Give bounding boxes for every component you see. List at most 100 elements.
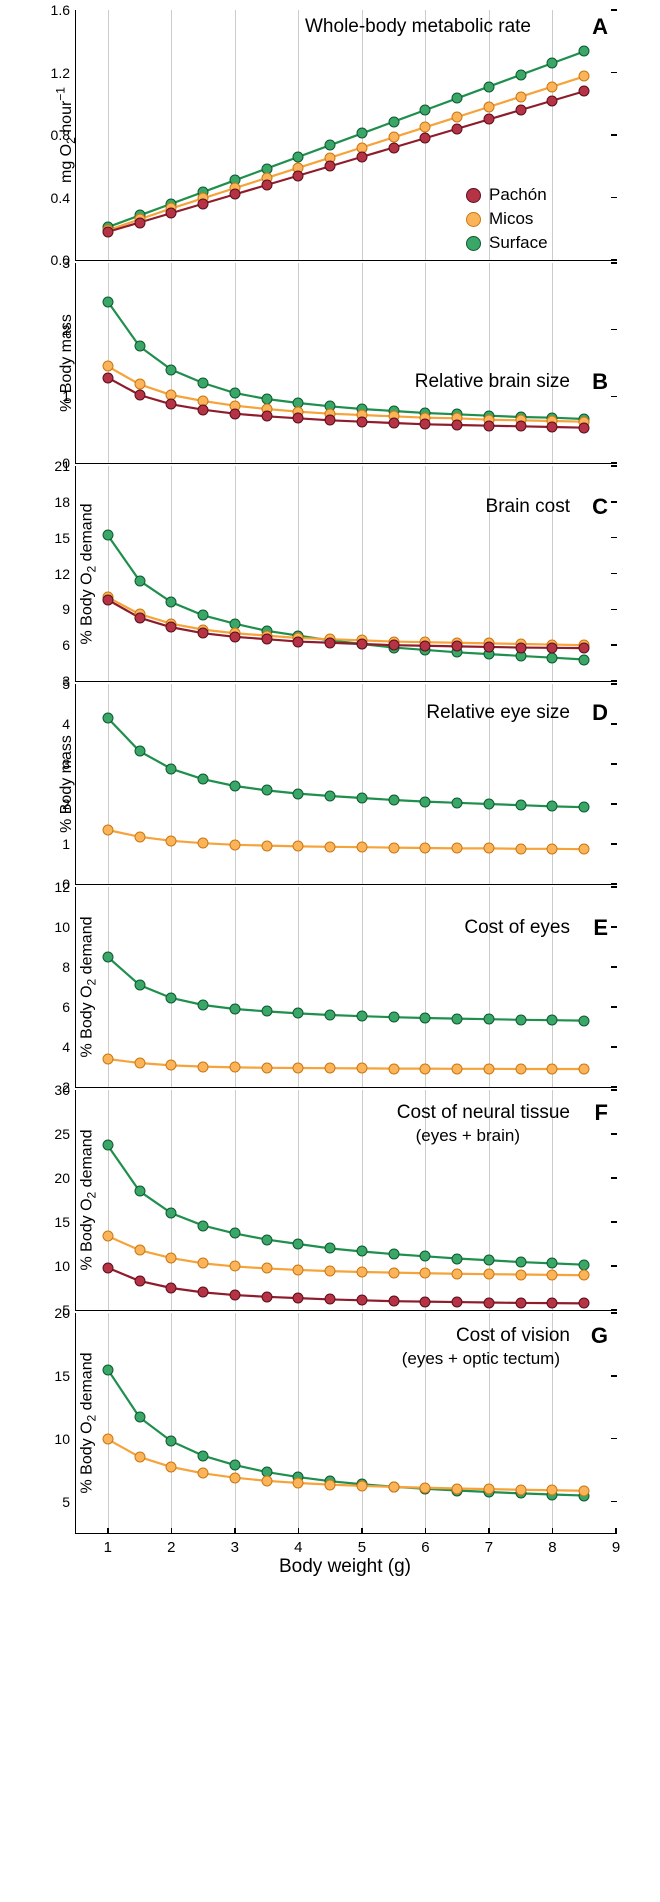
y-tick-label: 4	[62, 716, 76, 732]
y-tick-label: 12	[54, 879, 76, 895]
y-tick-label: 1.2	[51, 65, 76, 81]
marker-micos	[579, 1064, 590, 1075]
panel-letter: F	[595, 1100, 608, 1126]
marker-surface	[166, 1436, 177, 1447]
marker-pachon	[515, 1297, 526, 1308]
marker-surface	[579, 1259, 590, 1270]
x-tick-label: 3	[231, 1533, 239, 1556]
marker-micos	[579, 1270, 590, 1281]
marker-micos	[547, 1269, 558, 1280]
marker-micos	[452, 112, 463, 123]
marker-pachon	[293, 636, 304, 647]
marker-micos	[356, 842, 367, 853]
marker-surface	[515, 1257, 526, 1268]
y-tick-label: 10	[54, 1258, 76, 1274]
marker-surface	[356, 1011, 367, 1022]
y-tick-label: 4	[62, 1039, 76, 1055]
marker-pachon	[356, 416, 367, 427]
marker-micos	[515, 91, 526, 102]
marker-pachon	[515, 642, 526, 653]
marker-surface	[166, 993, 177, 1004]
y-tick-label: 10	[54, 919, 76, 935]
marker-micos	[452, 1268, 463, 1279]
marker-surface	[134, 746, 145, 757]
marker-surface	[483, 799, 494, 810]
marker-micos	[261, 1062, 272, 1073]
marker-surface	[134, 341, 145, 352]
marker-surface	[483, 1014, 494, 1025]
marker-surface	[547, 801, 558, 812]
marker-micos	[515, 1484, 526, 1495]
marker-pachon	[325, 637, 336, 648]
marker-pachon	[166, 1283, 177, 1294]
marker-surface	[388, 1249, 399, 1260]
marker-pachon	[547, 95, 558, 106]
marker-surface	[420, 796, 431, 807]
series-line-micos	[108, 1236, 584, 1275]
marker-micos	[356, 1480, 367, 1491]
marker-micos	[325, 1266, 336, 1277]
marker-micos	[134, 831, 145, 842]
panel-E: 24681012% Body O2 demandCost of eyesE	[75, 887, 650, 1088]
marker-micos	[452, 1483, 463, 1494]
y-tick-label: 6	[62, 637, 76, 653]
panel-title: Cost of neural tissue	[397, 1102, 570, 1124]
series-line-micos	[108, 1059, 584, 1069]
marker-micos	[102, 361, 113, 372]
marker-surface	[452, 93, 463, 104]
marker-pachon	[325, 1294, 336, 1305]
legend-marker-icon	[466, 188, 481, 203]
marker-surface	[356, 128, 367, 139]
x-tick-label: 6	[421, 1533, 429, 1556]
marker-micos	[420, 122, 431, 133]
marker-pachon	[229, 189, 240, 200]
marker-pachon	[547, 642, 558, 653]
marker-micos	[452, 1063, 463, 1074]
marker-pachon	[420, 1296, 431, 1307]
panel-subtitle: (eyes + brain)	[416, 1126, 520, 1146]
marker-micos	[134, 1245, 145, 1256]
marker-micos	[356, 1266, 367, 1277]
panel-title: Relative brain size	[415, 371, 570, 393]
marker-surface	[102, 952, 113, 963]
marker-micos	[198, 1258, 209, 1269]
y-tick-label: 8	[62, 959, 76, 975]
marker-surface	[134, 980, 145, 991]
marker-micos	[420, 1482, 431, 1493]
marker-micos	[229, 1261, 240, 1272]
marker-surface	[388, 795, 399, 806]
panel-subtitle: (eyes + optic tectum)	[402, 1349, 560, 1369]
marker-surface	[293, 788, 304, 799]
marker-pachon	[388, 640, 399, 651]
marker-surface	[198, 610, 209, 621]
marker-surface	[102, 1140, 113, 1151]
y-tick-label: 0.4	[51, 190, 76, 206]
panel-letter: D	[592, 700, 608, 726]
marker-pachon	[356, 638, 367, 649]
marker-micos	[579, 71, 590, 82]
y-tick-label: 15	[54, 1214, 76, 1230]
series-line-pachon	[108, 1268, 584, 1304]
marker-pachon	[547, 422, 558, 433]
panel-C: 36912151821% Body O2 demandBrain costC	[75, 466, 650, 682]
y-tick-label: 20	[54, 1170, 76, 1186]
legend-label: Surface	[489, 233, 548, 253]
marker-micos	[102, 1434, 113, 1445]
series-line-surface	[108, 302, 584, 419]
marker-surface	[293, 1239, 304, 1250]
y-tick-label: 5	[62, 676, 76, 692]
series-line-pachon	[108, 600, 584, 648]
marker-micos	[293, 1477, 304, 1488]
panel-title: Whole-body metabolic rate	[305, 16, 531, 38]
marker-pachon	[483, 1297, 494, 1308]
multi-panel-figure: 0.00.40.81.21.6mg O2 hour−1Whole-body me…	[10, 10, 650, 1578]
marker-surface	[452, 1013, 463, 1024]
legend-marker-icon	[466, 212, 481, 227]
series-line-surface	[108, 957, 584, 1021]
marker-surface	[579, 802, 590, 813]
marker-surface	[198, 1220, 209, 1231]
marker-pachon	[134, 217, 145, 228]
marker-micos	[166, 1253, 177, 1264]
marker-micos	[483, 1484, 494, 1495]
y-tick-label: 21	[54, 458, 76, 474]
